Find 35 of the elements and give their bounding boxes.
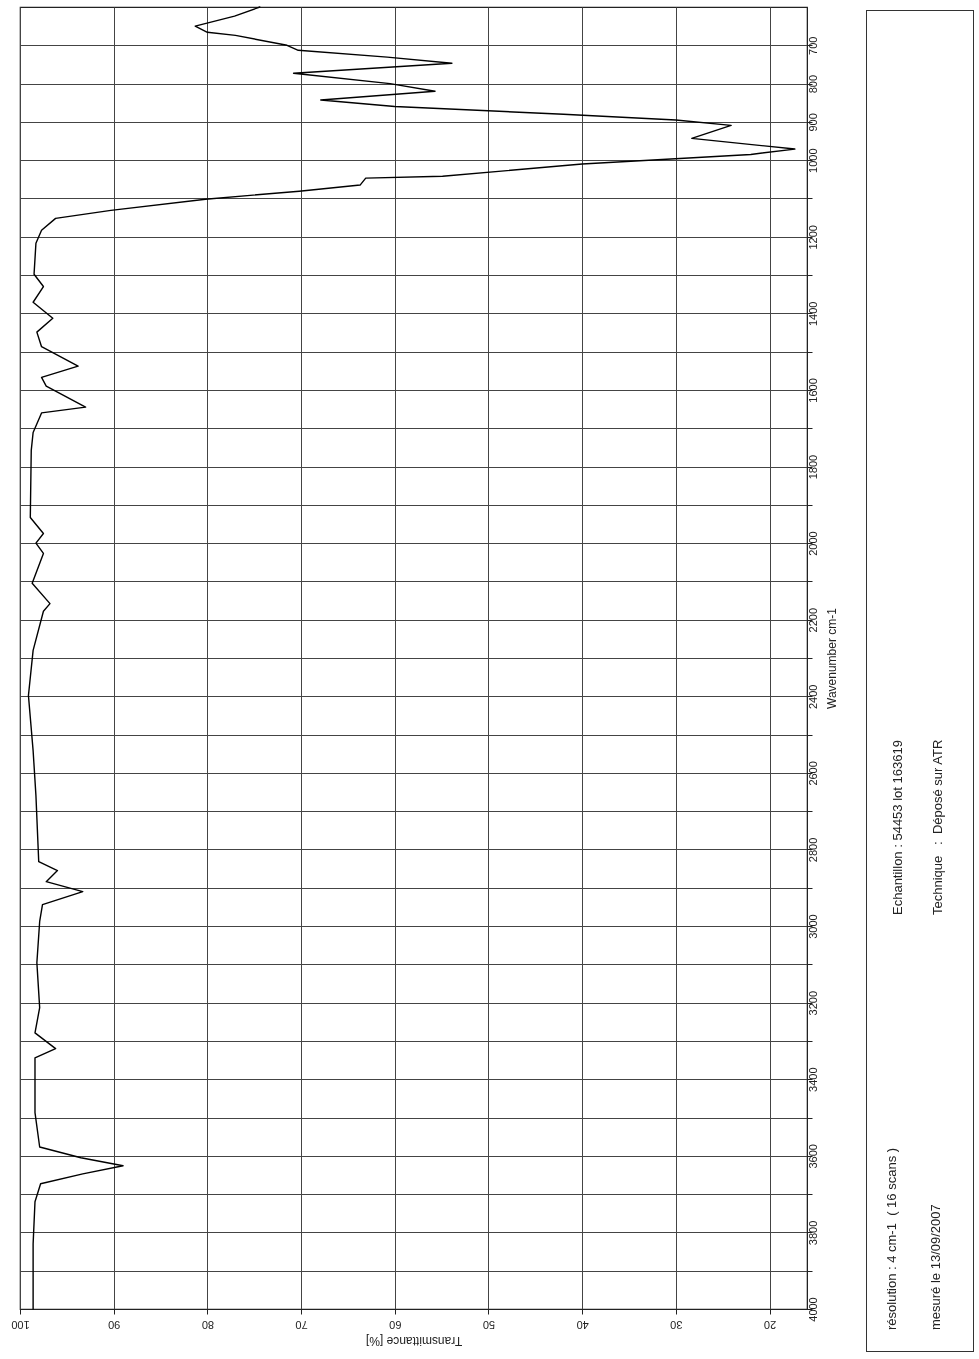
line-series xyxy=(27,6,796,1310)
x-tick-label: 100 xyxy=(11,1318,30,1331)
y-tick-label: 700 xyxy=(806,36,819,55)
x-tick-label: 40 xyxy=(576,1318,589,1331)
y-tick-label: 2400 xyxy=(806,684,819,710)
x-tick-label: 50 xyxy=(482,1318,496,1331)
y-tick-label: 4000 xyxy=(806,1297,819,1322)
y-tick-label: 3000 xyxy=(806,914,819,939)
y-tick-label: 2000 xyxy=(806,531,819,556)
y-tick-label: 3800 xyxy=(806,1220,819,1246)
x-tick-label: 60 xyxy=(389,1318,402,1331)
y-axis-title: Wavenumber cm-1 xyxy=(824,607,839,709)
x-tick-label: 90 xyxy=(108,1318,121,1331)
y-tick-label: 1000 xyxy=(806,148,819,173)
text: Echantillon : 54453 lot 163619 xyxy=(890,740,906,915)
x-tick-label: 20 xyxy=(763,1318,777,1331)
y-tick-label: 3200 xyxy=(806,990,819,1016)
y-tick-label: 3400 xyxy=(806,1067,819,1092)
y-tick-label: 900 xyxy=(806,113,819,132)
x-tick-label: 70 xyxy=(295,1318,308,1331)
text: mesuré le 13/09/2007 xyxy=(928,1204,944,1330)
y-tick-label: 1600 xyxy=(806,378,819,403)
y-tick-label: 800 xyxy=(806,74,819,94)
y-tick-label: 2200 xyxy=(806,607,819,633)
x-axis-title: Transmittance [%] xyxy=(365,1333,463,1348)
x-tick-label: 80 xyxy=(201,1318,215,1331)
y-tick-label: 3600 xyxy=(806,1144,819,1169)
y-tick-label: 1200 xyxy=(806,225,819,250)
text: Technique : Déposé sur ATR xyxy=(930,739,946,915)
y-tick-label: 1400 xyxy=(806,301,819,327)
y-tick-label: 2800 xyxy=(806,837,819,863)
y-tick-label: 2600 xyxy=(806,761,819,786)
x-tick-label: 30 xyxy=(670,1318,683,1331)
text: résolution : 4 cm-1 ( 16 scans ) xyxy=(884,1147,900,1330)
y-tick-label: 1800 xyxy=(806,454,819,480)
